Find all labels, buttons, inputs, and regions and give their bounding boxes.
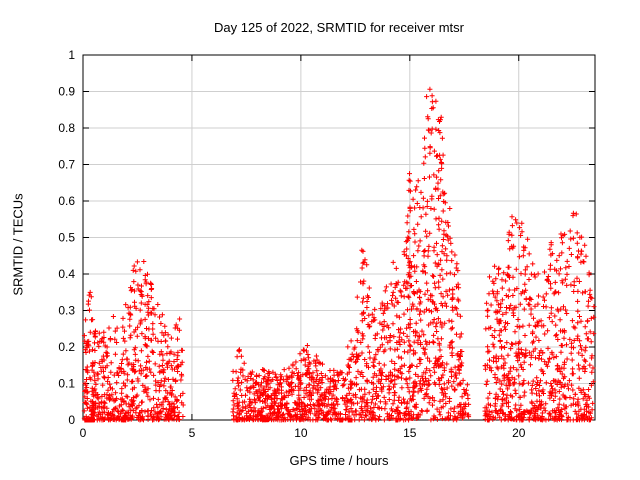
- y-tick-label: 0.9: [58, 85, 75, 99]
- y-tick-label: 0.3: [58, 304, 75, 318]
- y-axis-label: SRMTID / TECUs: [10, 193, 26, 296]
- scatter-points-cluster: [128, 259, 164, 423]
- scatter-points-cluster: [459, 377, 472, 421]
- scatter-points-cluster: [401, 171, 424, 423]
- y-tick-label: 0.5: [58, 231, 75, 245]
- y-tick-label: 1: [68, 48, 75, 62]
- scatter-points-cluster: [529, 240, 563, 423]
- x-tick-label: 15: [403, 426, 417, 440]
- x-tick-label: 20: [512, 426, 526, 440]
- x-tick-label: 0: [80, 426, 87, 440]
- scatter-points-cluster: [368, 259, 405, 423]
- x-tick-label: 5: [189, 426, 196, 440]
- scatter-points-cluster: [159, 312, 186, 423]
- scatter-points-cluster: [94, 285, 134, 423]
- y-tick-label: 0.8: [58, 121, 75, 135]
- y-tick-label: 0: [68, 413, 75, 427]
- scatter-points-cluster: [294, 343, 345, 423]
- y-tick-label: 0.7: [58, 158, 75, 172]
- scatter-points-cluster: [352, 247, 374, 423]
- scatter-points-cluster: [482, 263, 509, 423]
- scatter-points-cluster: [246, 359, 299, 423]
- y-tick-label: 0.1: [58, 377, 75, 391]
- scatter-points-zero-baseline: [82, 417, 492, 423]
- scatter-points-cluster: [557, 210, 597, 423]
- scatter-points-cluster: [503, 214, 535, 423]
- x-tick-label: 10: [294, 426, 308, 440]
- chart-title: Day 125 of 2022, SRMTID for receiver mts…: [214, 20, 464, 35]
- x-axis-label: GPS time / hours: [289, 453, 389, 468]
- scatter-points-cluster: [230, 347, 251, 423]
- scatter-points-cluster: [81, 289, 99, 423]
- scatter-points-cluster: [340, 338, 358, 423]
- y-tick-label: 0.4: [58, 267, 75, 281]
- scatter-points-cluster: [418, 86, 448, 423]
- y-tick-label: 0.2: [58, 340, 75, 354]
- y-tick-label: 0.6: [58, 194, 75, 208]
